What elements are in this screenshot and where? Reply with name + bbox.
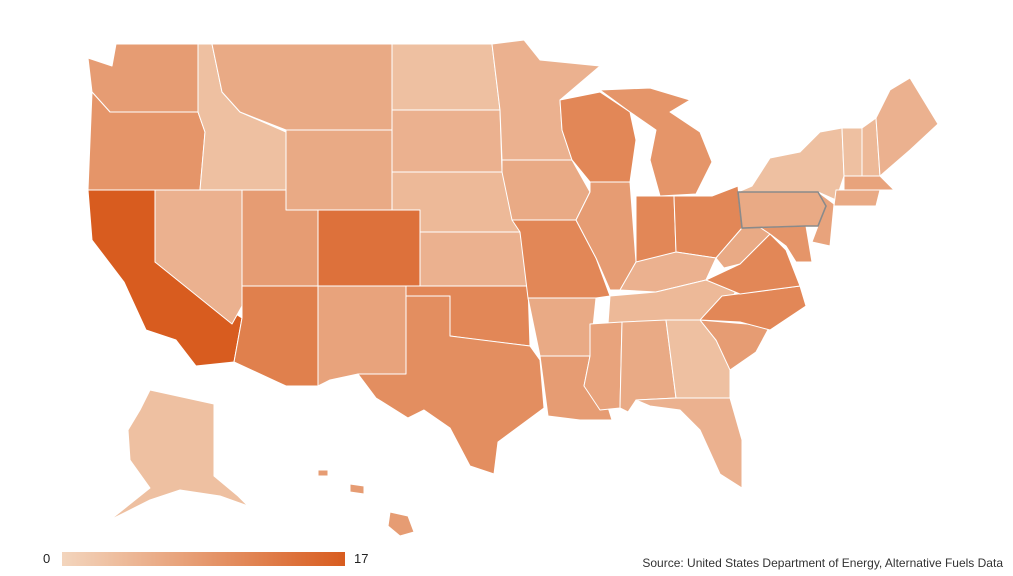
state-arkansas[interactable] [527, 297, 597, 357]
state-massachusetts[interactable] [843, 175, 895, 191]
state-vermont[interactable] [841, 127, 863, 177]
state-georgia[interactable] [665, 319, 731, 399]
state-hawaii[interactable] [387, 511, 415, 537]
state-florida[interactable] [635, 397, 743, 489]
state-maine[interactable] [875, 77, 939, 177]
state-texas[interactable] [357, 295, 545, 475]
legend-max-label: 17 [354, 551, 369, 566]
pennsylvania-highlight-outline [737, 191, 827, 229]
state-connecticut[interactable] [833, 189, 881, 207]
state-washington[interactable] [87, 43, 199, 113]
legend-min-label: 0 [43, 551, 51, 566]
state-wyoming[interactable] [285, 129, 393, 211]
state-iowa[interactable] [501, 159, 591, 221]
state-michigan[interactable] [599, 87, 713, 197]
state-kansas[interactable] [419, 231, 529, 287]
source-caption: Source: United States Department of Ener… [642, 556, 1003, 570]
state-new-mexico[interactable] [317, 285, 407, 387]
state-new-york[interactable] [737, 127, 845, 201]
state-arizona[interactable] [233, 285, 319, 387]
state-colorado[interactable] [317, 209, 421, 287]
state-alaska[interactable] [109, 389, 249, 521]
state-illinois[interactable] [575, 181, 637, 291]
state-south-dakota[interactable] [391, 109, 503, 173]
state-north-dakota[interactable] [391, 43, 501, 111]
state-pennsylvania[interactable] [737, 191, 827, 229]
state-hawaii-maui[interactable] [349, 483, 365, 495]
legend-gradient-bar [62, 552, 345, 566]
state-hawaii-oahu[interactable] [317, 469, 329, 477]
